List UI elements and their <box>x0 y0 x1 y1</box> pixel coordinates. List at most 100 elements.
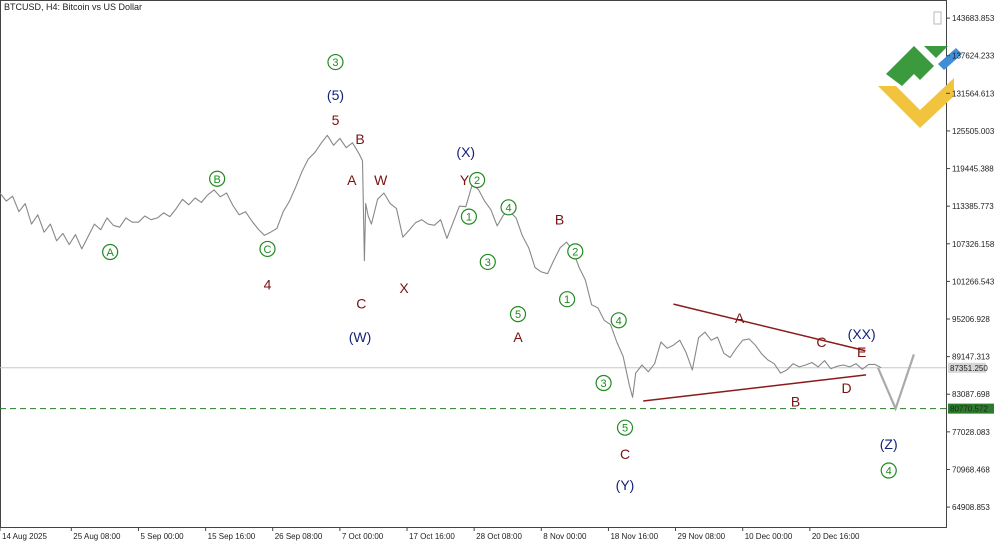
y-tick-label: 119445.388 <box>952 165 994 174</box>
wave-label: A <box>735 310 745 326</box>
chart-title: BTCUSD, H4: Bitcoin vs US Dollar <box>4 2 142 12</box>
y-tick-label: 131564.613 <box>952 89 995 98</box>
wave-label: 3 <box>595 374 612 392</box>
logo-green-chevron <box>886 46 948 86</box>
wave-label-text: B <box>213 174 220 186</box>
wave-label-circle <box>259 240 276 258</box>
wave-label: (W) <box>349 329 372 345</box>
wave-label-text: (X) <box>456 144 475 160</box>
wave-label-text: 3 <box>601 378 607 390</box>
wave-label-text: A <box>735 310 745 326</box>
wave-label-circle <box>479 253 496 271</box>
y-tick-label: 143683.853 <box>952 14 995 23</box>
wave-label: (XX) <box>848 326 876 342</box>
x-tick-label: 25 Aug 08:00 <box>73 532 121 541</box>
wave-label-text: A <box>106 247 114 259</box>
plot-frame <box>0 0 947 528</box>
wave-label-text: B <box>555 212 564 228</box>
wave-label-circle <box>558 291 576 308</box>
wave-label-text: A <box>513 329 523 345</box>
wave-label-text: 4 <box>264 276 272 292</box>
wave-label: 4 <box>880 462 897 479</box>
wave-label-text: X <box>399 280 409 296</box>
wave-label: 2 <box>567 243 584 260</box>
wave-label: (5) <box>327 87 344 103</box>
wave-label-text: (XX) <box>848 326 876 342</box>
wave-label-text: 5 <box>622 423 628 435</box>
y-tick-label: 137624.233 <box>952 52 995 61</box>
x-tick-label: 5 Sep 00:00 <box>140 532 184 541</box>
price-series-line <box>0 134 882 398</box>
wave-label: B <box>355 131 364 147</box>
x-tick-label: 18 Nov 16:00 <box>610 532 658 541</box>
price-axis: 143683.853 137624.233 131564.613 125505.003… <box>946 14 995 512</box>
x-tick-label: 17 Oct 16:00 <box>409 532 455 541</box>
y-tick-label: 89147.313 <box>952 353 990 362</box>
wave-label-text: B <box>355 131 364 147</box>
support-price-tag: 80770.572 <box>948 403 994 414</box>
projection-path <box>876 354 915 412</box>
current-price-tag-label: 87351.250 <box>950 364 988 373</box>
wave-label-text: C <box>816 334 826 350</box>
wave-label: B <box>791 394 800 410</box>
y-tick-label: 95206.928 <box>952 315 990 324</box>
x-tick-label: 29 Nov 08:00 <box>678 532 726 541</box>
wave-label-circle <box>460 208 478 225</box>
y-tick-label: 70968.468 <box>952 465 990 474</box>
wave-label: 4 <box>500 199 517 216</box>
wave-label: C <box>620 446 630 462</box>
wave-label-text: 2 <box>572 246 578 258</box>
time-axis: 14 Aug 2025 25 Aug 08:00 5 Sep 00:00 15 Sep… <box>0 527 860 541</box>
wave-label-circle <box>327 53 344 71</box>
wave-label-text: 1 <box>564 294 570 306</box>
wave-label: C <box>259 240 276 258</box>
wave-label-text: W <box>374 172 388 188</box>
wave-label: 5 <box>616 419 634 436</box>
wave-label-text: A <box>347 172 357 188</box>
wave-label-text: (Z) <box>880 436 898 452</box>
wave-label-circle <box>610 312 627 329</box>
x-tick-label: 14 Aug 2025 <box>2 532 47 541</box>
wave-label: X <box>399 280 409 296</box>
wave-label-text: 4 <box>505 202 511 214</box>
wave-label: 3 <box>479 253 496 271</box>
scroll-handle[interactable] <box>933 11 942 25</box>
wave-label: (Y) <box>616 477 635 493</box>
wave-label-text: 4 <box>616 315 622 327</box>
wave-label-text: C <box>356 296 366 312</box>
wave-label-text: D <box>841 380 851 396</box>
wave-label-circle <box>500 199 517 216</box>
wave-label: B <box>555 212 564 228</box>
y-tick-label: 77028.083 <box>952 428 990 437</box>
support-price-tag-label: 80770.572 <box>950 405 988 414</box>
x-tick-label: 8 Nov 00:00 <box>543 532 587 541</box>
wave-label: (X) <box>456 144 475 160</box>
wave-label: Y <box>460 172 470 188</box>
x-tick-label: 28 Oct 08:00 <box>476 532 522 541</box>
wave-label: A <box>102 243 119 261</box>
wave-label: E <box>857 344 866 360</box>
wave-label: C <box>356 296 366 312</box>
wave-label-circle <box>509 305 527 323</box>
wave-label-circle <box>102 243 119 261</box>
wave-label-text: 1 <box>466 212 472 224</box>
wave-label: C <box>816 334 826 350</box>
logo-yellow-chevron <box>878 78 954 128</box>
wave-label-text: 3 <box>332 57 338 69</box>
wave-label: W <box>374 172 388 188</box>
wave-label: A <box>347 172 357 188</box>
brand-logo <box>878 46 962 128</box>
trendline <box>643 374 867 402</box>
wave-label-text: Y <box>460 172 470 188</box>
wave-label: (Z) <box>880 436 898 452</box>
wave-label-text: 4 <box>886 466 892 478</box>
wave-label-text: 5 <box>515 309 521 321</box>
wave-label-text: C <box>264 244 272 256</box>
support-price-tag-box <box>948 403 994 414</box>
wave-label-text: 2 <box>474 175 480 187</box>
wave-label-text: (Y) <box>616 477 635 493</box>
wave-label-circle <box>880 462 897 479</box>
